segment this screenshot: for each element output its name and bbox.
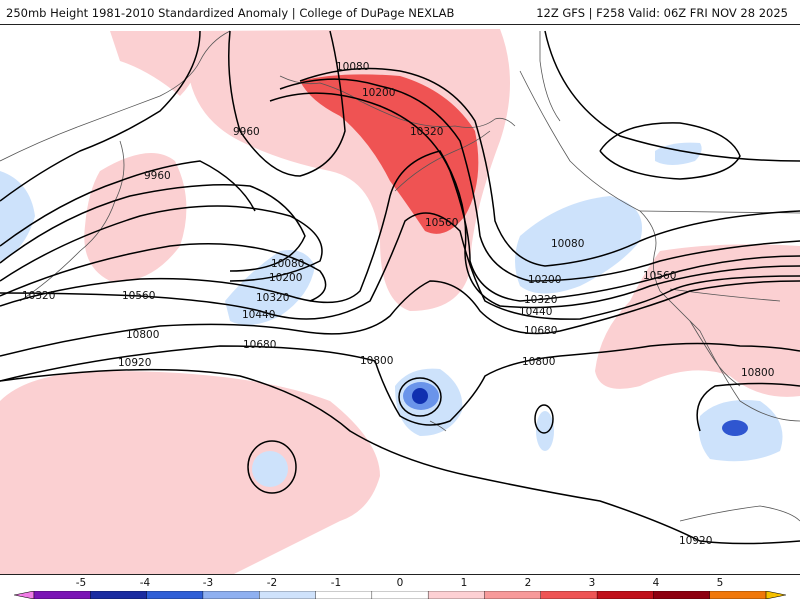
map-header: 250mb Height 1981-2010 Standardized Anom… xyxy=(0,0,800,24)
contour-label: 10200 xyxy=(528,274,561,286)
colorbar-segment xyxy=(33,591,92,599)
colorbar-tick: 5 xyxy=(716,577,724,589)
contour-label: 10440 xyxy=(519,306,552,318)
colorbar-segment xyxy=(653,591,711,599)
coastline-hawaii xyxy=(429,420,447,432)
border-us-mexico xyxy=(669,288,781,302)
contour-closed-small xyxy=(534,404,554,434)
negative-anomaly-small xyxy=(536,411,554,451)
contour-northeast-arc xyxy=(544,30,800,162)
contour-label: 10680 xyxy=(243,339,276,351)
positive-anomaly-north-west xyxy=(110,31,201,96)
coastline-alaska xyxy=(279,75,516,128)
colorbar-segment xyxy=(202,591,260,599)
height-contours xyxy=(0,30,800,545)
colorbar-segment xyxy=(146,591,204,599)
contour-label: 10080 xyxy=(336,61,369,73)
coastline-baja xyxy=(689,320,741,387)
border-canada-inner xyxy=(539,31,561,122)
contour-label: 10320 xyxy=(410,126,443,138)
positive-anomaly-southwest xyxy=(0,371,380,574)
contour-9960-b xyxy=(0,160,256,247)
negative-anomaly-pacific-east xyxy=(515,196,642,294)
contour-10200-b xyxy=(279,78,800,282)
colorbar-segment xyxy=(371,591,429,599)
contour-10680 xyxy=(0,280,800,357)
colorbar-segment xyxy=(259,591,317,599)
colorbar: -5 -4 -3 -2 -1 0 1 2 3 4 5 xyxy=(0,575,800,600)
contour-10440 xyxy=(0,150,800,309)
colorbar-tick: 1 xyxy=(460,577,468,589)
contour-label: 10800 xyxy=(360,355,393,367)
contour-west-low xyxy=(0,30,201,202)
contour-label: 10680 xyxy=(524,325,557,337)
contour-closed-low xyxy=(398,377,442,417)
colorbar-tick: -5 xyxy=(75,577,87,589)
contour-label: 10080 xyxy=(271,258,304,270)
colorbar-tick: -2 xyxy=(266,577,278,589)
contour-label: 9960 xyxy=(233,126,260,138)
contour-label: 10200 xyxy=(269,272,302,284)
contour-label: 10560 xyxy=(122,290,155,302)
contour-label: 10800 xyxy=(126,329,159,341)
colorbar-ramp xyxy=(14,591,786,599)
colorbar-segment xyxy=(90,591,148,599)
map-title: 250mb Height 1981-2010 Standardized Anom… xyxy=(6,6,455,20)
contour-label: 10080 xyxy=(551,238,584,250)
contour-10920 xyxy=(0,368,800,545)
colorbar-segment xyxy=(427,591,486,599)
colorbar-segment xyxy=(596,591,655,599)
contour-10800-a xyxy=(0,342,800,426)
coastline-siberia xyxy=(0,30,231,162)
contour-label: 10800 xyxy=(522,356,555,368)
contour-10080-a xyxy=(0,184,306,272)
colorbar-segment xyxy=(484,591,542,599)
contour-10320-b xyxy=(269,92,800,302)
contour-labels: 9960 9960 10080 10200 10320 10560 10080 … xyxy=(22,61,774,547)
colorbar-tick: -3 xyxy=(202,577,214,589)
contour-label: 10800 xyxy=(741,367,774,379)
colorbar-segment xyxy=(540,591,598,599)
contour-label: 9960 xyxy=(144,170,171,182)
contour-label: 10920 xyxy=(118,357,151,369)
colorbar-tick: 0 xyxy=(396,577,404,589)
colorbar-tick: -4 xyxy=(139,577,151,589)
contour-closed-northeast xyxy=(599,122,741,180)
weather-map[interactable]: 9960 9960 10080 10200 10320 10560 10080 … xyxy=(0,24,800,575)
colorbar-tick: -1 xyxy=(330,577,342,589)
contour-label: 10320 xyxy=(524,294,557,306)
coastline-kamchatka xyxy=(19,140,125,302)
contour-10560-a xyxy=(0,212,800,320)
contour-10080-b xyxy=(299,67,800,267)
anomaly-shading xyxy=(0,29,800,574)
positive-anomaly-core xyxy=(300,74,479,234)
contour-label: 10320 xyxy=(22,290,55,302)
contour-9960-a xyxy=(228,30,346,177)
colorbar-segment xyxy=(709,591,767,599)
model-run-info: 12Z GFS | F258 Valid: 06Z FRI NOV 28 202… xyxy=(536,6,788,20)
contour-label: 10560 xyxy=(643,270,676,282)
negative-anomaly-central xyxy=(225,250,315,325)
negative-anomaly-south-west-spot xyxy=(252,451,288,487)
contour-label: 10560 xyxy=(425,217,458,229)
coastline-north-america-south xyxy=(679,505,800,522)
colorbar-segment xyxy=(315,591,373,599)
negative-anomaly-far-west xyxy=(0,171,35,261)
contour-10800-b xyxy=(696,382,800,432)
contour-10320-a xyxy=(0,243,327,302)
contour-label: 10200 xyxy=(362,87,395,99)
colorbar-tick: 3 xyxy=(588,577,596,589)
negative-anomaly-southeast-core xyxy=(722,420,748,436)
contour-closed-southwest xyxy=(247,440,297,494)
contour-10200-a xyxy=(0,205,323,282)
contour-label: 10440 xyxy=(242,309,275,321)
negative-anomaly-low-core xyxy=(412,388,428,404)
colorbar-tick: 4 xyxy=(652,577,660,589)
contour-label: 10920 xyxy=(679,535,712,547)
colorbar-tick: 2 xyxy=(524,577,532,589)
contour-label: 10320 xyxy=(256,292,289,304)
